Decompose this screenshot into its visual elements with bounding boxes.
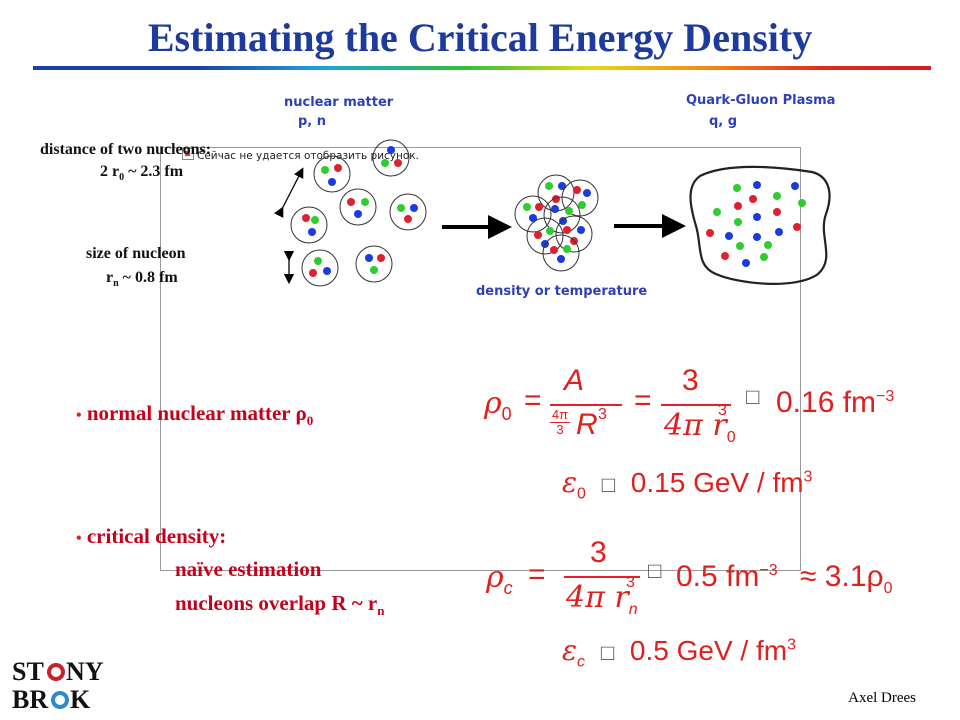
stony-brook-logo: ST NY BR K: [12, 656, 112, 714]
nucleon: [313, 155, 351, 193]
density-temperature-label: density or temperature: [476, 284, 648, 299]
title-underline: [33, 66, 931, 70]
size-value: rn ~ 0.8 fm: [106, 269, 178, 290]
image-frame: [160, 147, 801, 571]
broken-image-notice: Сейчас не удается отобразить рисунок.: [180, 148, 421, 162]
nucleons-overlap-text: nucleons overlap R ~ rn: [175, 591, 385, 619]
bullet-normal-matter: • normal nuclear matter ρ0: [76, 401, 314, 429]
bullet-critical-density: • critical density:: [76, 524, 227, 548]
nucleon: [290, 206, 328, 244]
stony-brook-logo-mark: ST NY BR K: [12, 657, 104, 714]
nuclear-matter-label: nuclear matter: [284, 95, 394, 110]
qgp-label: Quark-Gluon Plasma: [686, 93, 836, 108]
nucleon: [372, 139, 410, 177]
svg-text:BR: BR: [12, 685, 48, 712]
author-footer: Axel Drees: [848, 690, 916, 706]
nucleon: [355, 245, 393, 283]
size-label: size of nucleon: [86, 245, 186, 262]
distance-label: distance of two nucleons:: [40, 141, 212, 158]
qgp-sub: q, g: [709, 114, 738, 129]
broken-image-icon: [182, 148, 194, 160]
nuclear-matter-sub: p, n: [298, 114, 327, 129]
qgp-quarks: [706, 181, 806, 267]
distance-value: 2 r0 ~ 2.3 fm: [100, 163, 184, 184]
distance-arrow: [274, 167, 304, 218]
qgp-blob: [689, 165, 831, 285]
nucleon: [301, 249, 339, 287]
svg-text:NY: NY: [66, 657, 104, 686]
epsilon0-equation: ε0 □ 0.15 GeV / fm3: [562, 466, 813, 503]
nucleon: [389, 193, 427, 231]
nucleon: [339, 188, 377, 226]
svg-text:K: K: [70, 685, 91, 712]
nucleons-dense: [514, 174, 599, 272]
nucleons-dilute: [290, 139, 427, 287]
naive-estimation-text: naïve estimation: [175, 557, 322, 581]
epsilonc-equation: εc □ 0.5 GeV / fm3: [562, 634, 796, 671]
page-title: Estimating the Critical Energy Density: [147, 15, 813, 60]
svg-text:ST: ST: [12, 657, 44, 686]
